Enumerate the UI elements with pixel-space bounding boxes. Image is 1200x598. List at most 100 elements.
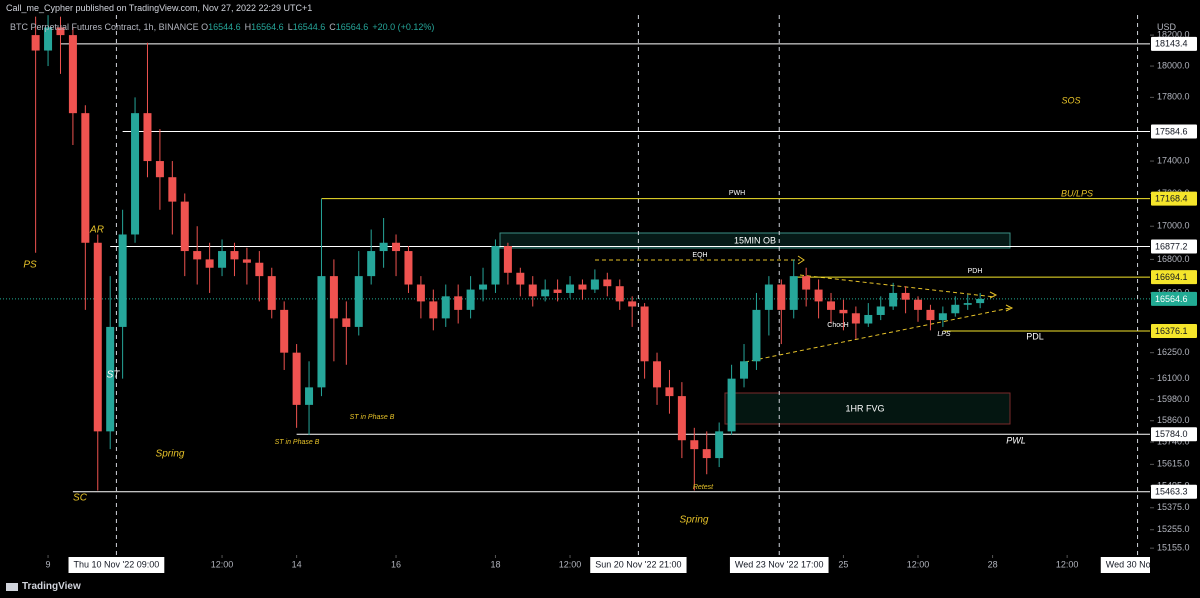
candle-body xyxy=(727,378,736,432)
candle-body xyxy=(740,361,749,379)
price-tag-label: 16694.1 xyxy=(1155,272,1188,282)
candle-body xyxy=(889,292,898,307)
brand-logo xyxy=(6,583,18,591)
y-tick-label: 15255.0 xyxy=(1157,524,1190,534)
annotation: ST xyxy=(107,370,121,381)
candle-body xyxy=(354,276,363,327)
candle-body xyxy=(205,259,214,268)
y-tick-label: 15375.0 xyxy=(1157,502,1190,512)
candle-body xyxy=(280,309,289,353)
date-marker-labels: Thu 10 Nov '22 09:00 Sun 20 Nov '22 21:00… xyxy=(68,557,1170,573)
candle-body xyxy=(566,284,575,293)
candle-body xyxy=(429,301,438,319)
date-marker-label: Wed 30 Nov '22 xyxy=(1106,559,1170,569)
price-tag xyxy=(1151,427,1197,442)
candle-body xyxy=(292,352,301,405)
y-tick-label: 16100.0 xyxy=(1157,373,1190,383)
overlay: PS AR ST SC Spring ST in Phase B ST in Phase B… xyxy=(23,95,1093,525)
y-tick-label: 17400.0 xyxy=(1157,155,1190,165)
annotation: Spring xyxy=(156,449,185,460)
x-tick-label: 9 xyxy=(46,559,51,569)
candle-body xyxy=(901,292,910,300)
candle-body xyxy=(677,396,686,441)
candle-body xyxy=(404,251,413,285)
candle-body xyxy=(491,246,500,285)
candle-body xyxy=(615,286,624,302)
candle-body xyxy=(392,242,401,252)
annotation: PDL xyxy=(1026,331,1044,341)
candle-body xyxy=(317,276,326,388)
annotation: SC xyxy=(73,493,88,504)
candle-body xyxy=(764,284,773,310)
symbol: BTC Perpetual Futures Contract, 1h, BINA… xyxy=(10,22,199,32)
ohlc-value: 16564.6 xyxy=(251,22,284,32)
candle-body xyxy=(56,27,65,36)
candle-body xyxy=(454,296,463,310)
order-block-zone xyxy=(499,232,1011,249)
ohlc-key: C xyxy=(329,22,336,32)
candle-body xyxy=(590,279,599,290)
candle-body xyxy=(914,299,923,310)
price-tag-label: 16877.2 xyxy=(1155,241,1188,251)
candle-body xyxy=(938,313,947,321)
x-tick-label: 18 xyxy=(490,559,500,569)
change: +20.0 (+0.12%) xyxy=(372,22,435,32)
price-tag xyxy=(1151,270,1197,285)
candle-body xyxy=(702,449,711,459)
annotation: 1HR FVG xyxy=(845,403,884,413)
candle-body xyxy=(31,35,40,51)
candle-body xyxy=(305,387,314,405)
annotation: LPS xyxy=(937,331,951,338)
x-tick-label: 25 xyxy=(838,559,848,569)
candle-body xyxy=(516,272,525,285)
price-tag-label: 15463.3 xyxy=(1155,487,1188,497)
annotation: SOS xyxy=(1061,95,1080,105)
candle-body xyxy=(653,361,662,388)
ohlc-value: 16544.6 xyxy=(292,22,326,32)
axis-unit: USD xyxy=(1157,22,1177,32)
x-tick-label: 12:00 xyxy=(211,559,234,569)
y-tick-label: 17000.0 xyxy=(1157,221,1190,231)
annotation: PWL xyxy=(1006,435,1026,445)
publish-info: Call_me_Cypher published on TradingView.… xyxy=(6,3,313,13)
candle-body xyxy=(218,251,227,268)
y-tick-label: 18200.0 xyxy=(1157,29,1190,39)
price-tag-label: 16564.6 xyxy=(1155,294,1188,304)
candle-body xyxy=(118,234,127,327)
candle-body xyxy=(106,326,115,432)
annotation: PDH xyxy=(968,268,983,275)
date-marker-box xyxy=(729,557,829,573)
triangle-lower xyxy=(744,307,1011,363)
annotation: Retest xyxy=(693,484,714,491)
candle-body xyxy=(578,284,587,290)
price-tag-label: 18143.4 xyxy=(1155,39,1188,49)
candle-body xyxy=(193,251,202,260)
arrows xyxy=(797,255,1014,312)
candle-body xyxy=(839,309,848,314)
candle-body xyxy=(851,313,860,324)
price-tag-label: 17584.6 xyxy=(1155,126,1188,136)
price-tag-label: 16376.1 xyxy=(1155,326,1188,336)
candle-body xyxy=(876,306,885,315)
candle-body xyxy=(503,246,512,273)
price-tag xyxy=(1151,36,1197,51)
candle-body xyxy=(242,259,251,263)
candle-body xyxy=(976,298,985,304)
y-tick-label: 15860.0 xyxy=(1157,415,1190,425)
candle-body xyxy=(827,301,836,310)
price-tag xyxy=(1151,324,1197,339)
candle-body xyxy=(329,276,338,319)
candle-body xyxy=(628,301,637,307)
x-tick-label: 14 xyxy=(292,559,302,569)
y-tick-label: 15155.0 xyxy=(1157,543,1190,553)
candle-body xyxy=(168,177,177,202)
candle-body xyxy=(752,309,761,362)
annotation: ST in Phase B xyxy=(275,439,320,446)
date-marker-box xyxy=(590,557,687,573)
x-tick-label: 28 xyxy=(988,559,998,569)
candle-body xyxy=(379,242,388,252)
brand: TradingView xyxy=(22,581,81,592)
candle-body xyxy=(367,251,376,277)
